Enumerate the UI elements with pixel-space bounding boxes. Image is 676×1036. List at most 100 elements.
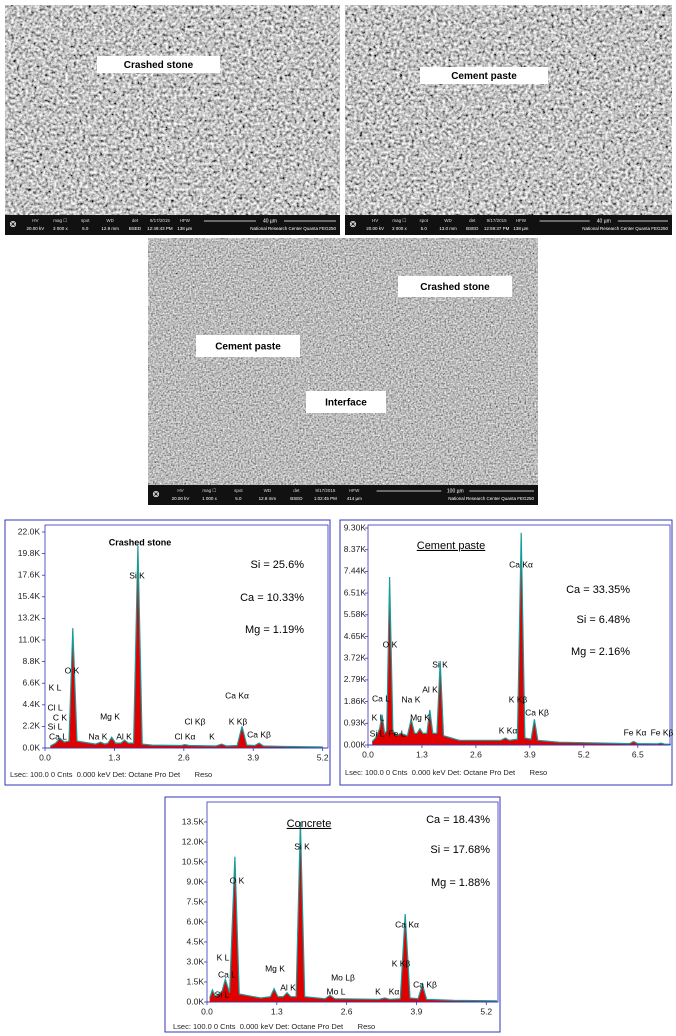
image-label: Cement paste	[451, 71, 517, 82]
image-label: Crashed stone	[420, 282, 490, 293]
image-label: Interface	[325, 398, 367, 409]
x-tick-label: 2.6	[470, 749, 482, 759]
y-tick-label: 13.2K	[18, 613, 41, 623]
info-value: 12:59:37 PM	[484, 226, 510, 231]
sem-image	[148, 238, 538, 485]
y-tick-label: 0.93K	[344, 718, 367, 728]
chart-title: Crashed stone	[109, 537, 172, 547]
sem-image	[345, 5, 672, 215]
info-header: mag ☐	[53, 218, 68, 223]
info-value: 1 000 x	[202, 496, 218, 501]
sem-image	[5, 5, 340, 215]
info-footer: National Research Center Quanta FEG250	[582, 226, 668, 231]
info-header: spot	[419, 218, 428, 223]
image-label: Crashed stone	[124, 60, 194, 71]
peak-label: Mg K	[410, 712, 430, 722]
y-tick-label: 0.0K	[23, 742, 41, 752]
composition: Ca = 10.33%	[240, 592, 304, 604]
info-value: 138 µm	[177, 226, 192, 231]
peak-label: Fe Kα	[624, 727, 647, 737]
info-header: mag ☐	[202, 488, 217, 493]
x-tick-label: 3.9	[411, 1006, 423, 1016]
info-header: spot	[234, 488, 243, 493]
peak-label: Na K	[89, 731, 108, 741]
info-header: WD	[264, 488, 272, 493]
x-tick-label: 5.2	[578, 749, 590, 759]
x-tick-label: 1.3	[416, 749, 428, 759]
composition: Mg = 2.16%	[571, 646, 630, 658]
info-header: det	[469, 218, 476, 223]
info-header: WD	[106, 218, 114, 223]
figure: Crashed stoneHV20.00 kVmag ☐3 000 xspot5…	[0, 0, 676, 1036]
composition: Ca = 18.43%	[426, 814, 490, 826]
composition: Ca = 33.35%	[566, 584, 630, 596]
panel-footer: Lsec: 100.0 0 Cnts 0.000 keV Det: Octane…	[345, 768, 547, 777]
peak-label: K	[209, 731, 215, 741]
logo: ❂	[153, 490, 160, 499]
info-value: 20.00 kV	[172, 496, 190, 501]
peak-label: Ca Kβ	[247, 729, 271, 739]
peak-label: Ca Kα	[225, 690, 249, 700]
info-header: HV	[372, 218, 378, 223]
x-tick-label: 5.2	[317, 752, 329, 762]
info-header: HFW	[180, 218, 191, 223]
peak-label: Al K	[280, 982, 296, 992]
info-header: 9/17/2015	[315, 488, 336, 493]
peak-label: Mo Lβ	[331, 972, 355, 982]
info-header: HV	[177, 488, 183, 493]
peak-label: Ca Kβ	[525, 707, 549, 717]
chart-title: Concrete	[287, 818, 332, 830]
y-tick-label: 8.8K	[23, 656, 41, 666]
x-tick-label: 3.9	[524, 749, 536, 759]
info-value: BSED	[466, 226, 479, 231]
info-header: det	[293, 488, 300, 493]
peak-label: Al K	[116, 731, 132, 741]
peak-label: K	[375, 986, 381, 996]
y-tick-label: 11.0K	[18, 634, 40, 644]
info-value: 12:49:43 PM	[147, 226, 173, 231]
info-header: det	[132, 218, 139, 223]
x-tick-label: 3.9	[247, 752, 259, 762]
info-header: HFW	[349, 488, 360, 493]
y-tick-label: 6.0K	[187, 916, 205, 926]
peak-label: Ca Kα	[395, 919, 419, 929]
y-tick-label: 22.0K	[18, 526, 41, 536]
scale-label: 40 µm	[597, 218, 611, 224]
peak-label: Ca L	[372, 693, 390, 703]
composition: Si = 25.6%	[250, 559, 304, 571]
info-value: 5.0	[235, 496, 242, 501]
y-tick-label: 4.4K	[23, 699, 41, 709]
info-header: mag ☐	[392, 218, 407, 223]
x-tick-label: 0.0	[362, 749, 374, 759]
x-tick-label: 5.2	[480, 1006, 492, 1016]
logo: ❂	[10, 220, 17, 229]
peak-label: Kα	[389, 986, 400, 996]
info-header: spot	[81, 218, 90, 223]
peak-label: Mg K	[265, 963, 285, 973]
peak-label: K L	[217, 952, 230, 962]
image-label: Cement paste	[215, 342, 281, 353]
info-value: 20.00 kV	[27, 226, 45, 231]
page-body: {"images": [ {"labels": ["Crashed stone"…	[0, 0, 676, 1036]
x-tick-label: 1.3	[271, 1006, 283, 1016]
logo: ❂	[350, 220, 357, 229]
y-tick-label: 7.5K	[187, 896, 205, 906]
y-tick-label: 0.0K	[187, 996, 205, 1006]
info-value: 138 µm	[513, 226, 528, 231]
peak-label: Cl L	[47, 702, 62, 712]
page: body { margin: 0; width: 676px; height: …	[0, 0, 676, 1036]
x-tick-label: 0.0	[201, 1006, 213, 1016]
y-tick-label: 9.0K	[187, 876, 205, 886]
info-header: HV	[32, 218, 38, 223]
peak-label: Ca L	[218, 969, 236, 979]
info-value: 414 µm	[347, 496, 362, 501]
peak-label: Na K	[402, 694, 421, 704]
info-header: 9/17/2015	[150, 218, 171, 223]
info-header: 9/17/2015	[487, 218, 508, 223]
panel-footer: Lsec: 100.0 0 Cnts 0.000 keV Det: Octane…	[173, 1022, 375, 1031]
y-tick-label: 10.5K	[182, 856, 205, 866]
info-value: 5.0	[421, 226, 428, 231]
peak-label: Cl Kβ	[185, 716, 206, 726]
x-tick-label: 2.6	[178, 752, 190, 762]
y-tick-label: 12.0K	[182, 836, 205, 846]
